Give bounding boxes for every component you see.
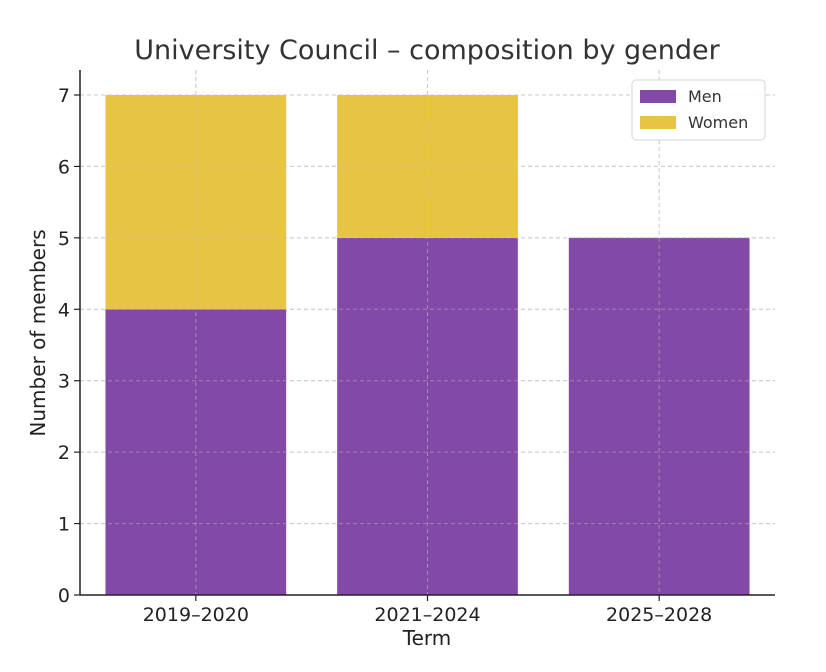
- y-tick-label: 4: [58, 299, 70, 321]
- legend-label-men: Men: [688, 87, 722, 106]
- y-tick-label: 5: [58, 228, 70, 250]
- x-axis-label: Term: [402, 626, 451, 650]
- legend-swatch-women: [640, 116, 676, 129]
- bar-men-1: [337, 237, 518, 595]
- ticks-layer: 0 1 2 3 4 5 6 7 2019–2020 2021–2024 2025–2028: [58, 85, 712, 626]
- y-tick-label: 0: [58, 585, 70, 607]
- x-tick-label: 2021–2024: [374, 604, 480, 626]
- x-tick-label: 2025–2028: [606, 604, 712, 626]
- x-tick-label: 2019–2020: [143, 604, 249, 626]
- legend-label-women: Women: [688, 113, 748, 132]
- y-tick-label: 6: [58, 156, 70, 178]
- chart-title: University Council – composition by gend…: [134, 35, 720, 66]
- y-tick-label: 2: [58, 442, 70, 464]
- y-axis-label: Number of members: [26, 229, 50, 436]
- y-tick-label: 7: [58, 85, 70, 107]
- legend-swatch-men: [640, 90, 676, 103]
- legend: Men Women: [631, 79, 766, 141]
- y-tick-label: 1: [58, 514, 70, 536]
- bars-layer: [80, 94, 775, 595]
- y-tick-label: 3: [58, 371, 70, 393]
